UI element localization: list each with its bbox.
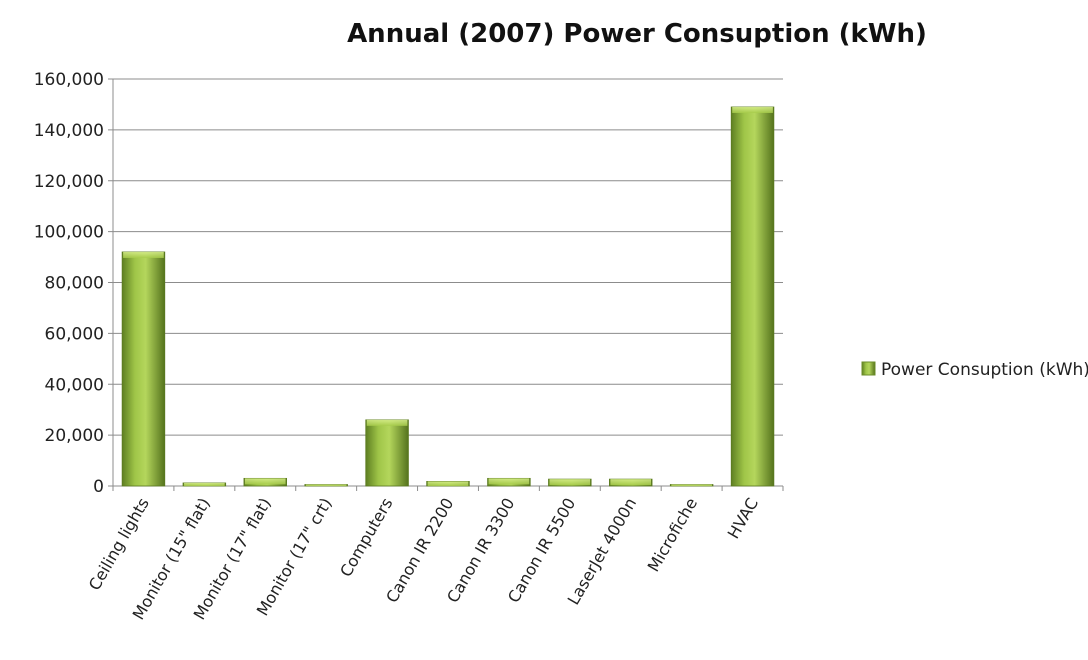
x-tick-label: Ceiling lights — [85, 495, 153, 594]
y-tick-label: 0 — [93, 477, 104, 497]
bar — [548, 478, 592, 487]
y-tick-label: 20,000 — [45, 426, 104, 446]
x-tick-label: Computers — [336, 495, 396, 581]
y-tick-label: 160,000 — [34, 70, 104, 90]
bar — [304, 484, 348, 487]
bar — [730, 106, 775, 487]
gridlines — [113, 78, 783, 436]
bar — [609, 478, 653, 487]
chart-title: Annual (2007) Power Consuption (kWh) — [347, 19, 927, 49]
x-tick-label: LaserJet 4000n — [564, 495, 641, 609]
bar — [182, 482, 227, 487]
axes — [108, 78, 784, 491]
bar — [487, 477, 531, 487]
y-tick-label: 80,000 — [45, 274, 104, 294]
y-tick-labels: 0 20,000 40,000 60,000 80,000 100,000 120,000 1… — [34, 70, 104, 497]
legend-swatch — [861, 361, 876, 376]
bars — [121, 106, 775, 487]
legend: Power Consuption (kWh) — [861, 360, 1088, 380]
y-tick-label: 100,000 — [34, 223, 104, 243]
y-tick-label: 40,000 — [45, 375, 104, 395]
y-tick-label: 120,000 — [34, 172, 104, 192]
bar — [426, 481, 470, 487]
y-tick-label: 60,000 — [45, 324, 104, 344]
bar — [121, 251, 166, 487]
bar — [365, 419, 409, 487]
y-tick-label: 140,000 — [34, 121, 104, 141]
legend-label: Power Consuption (kWh) — [881, 360, 1088, 380]
x-tick-label: HVAC — [724, 495, 762, 542]
bar — [669, 484, 714, 487]
bar — [243, 477, 287, 487]
x-tick-label: Microfiche — [644, 495, 701, 575]
